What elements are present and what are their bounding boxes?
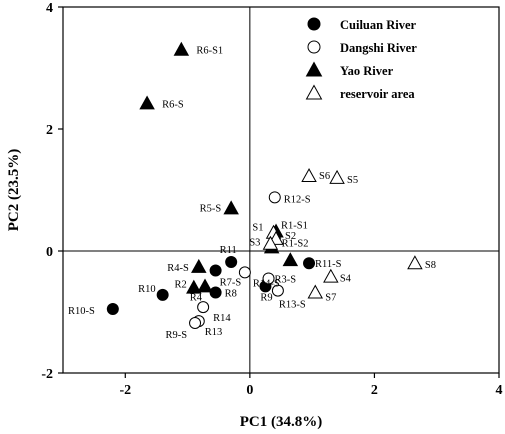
- x-tick-label: 0: [246, 383, 253, 398]
- x-tick-label: 2: [371, 383, 378, 398]
- point-label: R1-S1: [281, 220, 308, 231]
- x-axis-title: PC1 (34.8%): [240, 414, 323, 430]
- point-label: R12-S: [284, 194, 311, 205]
- point-label: R10-S: [68, 306, 95, 317]
- point-label: R13: [205, 327, 223, 338]
- reference-lines: [63, 7, 499, 373]
- data-point: [301, 168, 317, 182]
- point-label: S4: [340, 274, 352, 285]
- data-point: [209, 264, 222, 277]
- legend-marker: [307, 40, 321, 54]
- legend-label: reservoir area: [340, 87, 415, 101]
- point-labels: R10-S R10 R11 R7-SR8 R9 R11-S R12-S R14-S R14 R13…: [68, 46, 436, 341]
- data-point: [156, 288, 169, 301]
- point-label: S5: [347, 175, 358, 186]
- point-label: R9-S: [165, 330, 187, 341]
- data-point: [303, 257, 316, 270]
- legend-label: Dangshi River: [340, 41, 417, 55]
- legend-label: Yao River: [340, 64, 394, 78]
- data-point: [209, 286, 222, 299]
- point-label: S7: [325, 292, 336, 303]
- point-label: R5-S: [200, 203, 222, 214]
- data-point: [238, 266, 251, 279]
- data-point: [307, 284, 324, 299]
- data-point: [268, 191, 281, 204]
- y-tick-label: -2: [41, 367, 53, 382]
- point-label: S8: [425, 260, 436, 271]
- point-label: R11: [220, 245, 237, 256]
- data-point: [223, 200, 239, 215]
- data-point: [189, 316, 202, 329]
- data-point: [323, 268, 339, 283]
- data-point: [262, 272, 275, 285]
- point-label: R8: [225, 288, 237, 299]
- y-tick-label: 0: [46, 245, 53, 260]
- point-label: R9: [260, 292, 272, 303]
- y-tick-label: 2: [46, 123, 53, 138]
- data-point: [262, 235, 279, 250]
- data-point: [139, 95, 155, 110]
- data-point: [186, 279, 202, 294]
- point-label: R3-S: [275, 274, 297, 285]
- legend-marker: [305, 84, 323, 100]
- data-point: [225, 255, 238, 268]
- data-points: [106, 41, 423, 329]
- data-point: [282, 252, 299, 267]
- axis-ticks: -2 0 2 4 -2 0 2 4: [41, 1, 502, 398]
- point-label: R4-S: [167, 263, 189, 274]
- point-label: R14: [213, 313, 231, 324]
- point-label: R6-S1: [196, 46, 223, 57]
- data-point: [407, 255, 423, 270]
- y-tick-label: 4: [46, 1, 53, 16]
- point-label: R10: [138, 284, 156, 295]
- legend-label: Cuiluan River: [340, 18, 417, 32]
- data-point: [191, 258, 207, 273]
- plot-frame: [62, 6, 500, 374]
- point-label: R14-S: [253, 278, 280, 289]
- legend: Cuiluan River Dangshi River Yao River reser…: [305, 17, 417, 101]
- point-label: R1-S2: [282, 238, 309, 249]
- data-point: [173, 41, 190, 56]
- data-point: [197, 301, 210, 314]
- data-point: [329, 169, 345, 184]
- point-label: R13-S: [279, 300, 306, 311]
- legend-marker: [307, 17, 321, 31]
- x-tick-label: 4: [496, 383, 503, 398]
- legend-marker: [305, 61, 323, 77]
- data-point: [106, 302, 119, 315]
- point-label: S3: [249, 238, 260, 249]
- point-label: S1: [252, 223, 263, 234]
- x-tick-label: -2: [119, 383, 131, 398]
- point-label: R4: [190, 292, 203, 303]
- point-label: S6: [319, 171, 330, 182]
- data-point: [271, 284, 284, 297]
- data-point: [197, 278, 213, 293]
- point-label: R7-S: [220, 278, 242, 289]
- point-label: R2: [175, 280, 187, 291]
- y-axis-title: PC2 (23.5%): [6, 149, 22, 232]
- point-label: R6-S: [162, 99, 184, 110]
- point-label: R11-S: [315, 259, 342, 270]
- point-label: S2: [285, 231, 296, 242]
